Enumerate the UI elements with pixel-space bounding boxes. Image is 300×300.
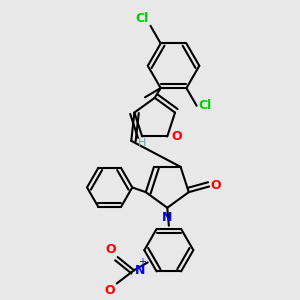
Text: ⁻: ⁻ [105, 284, 111, 294]
Text: N: N [162, 211, 172, 224]
Text: Cl: Cl [198, 99, 212, 112]
Text: O: O [211, 179, 221, 192]
Text: O: O [171, 130, 182, 143]
Text: Cl: Cl [136, 11, 149, 25]
Text: N: N [135, 264, 145, 277]
Text: O: O [106, 243, 116, 256]
Text: O: O [105, 284, 116, 297]
Text: +: + [138, 256, 146, 266]
Text: H: H [137, 138, 146, 148]
